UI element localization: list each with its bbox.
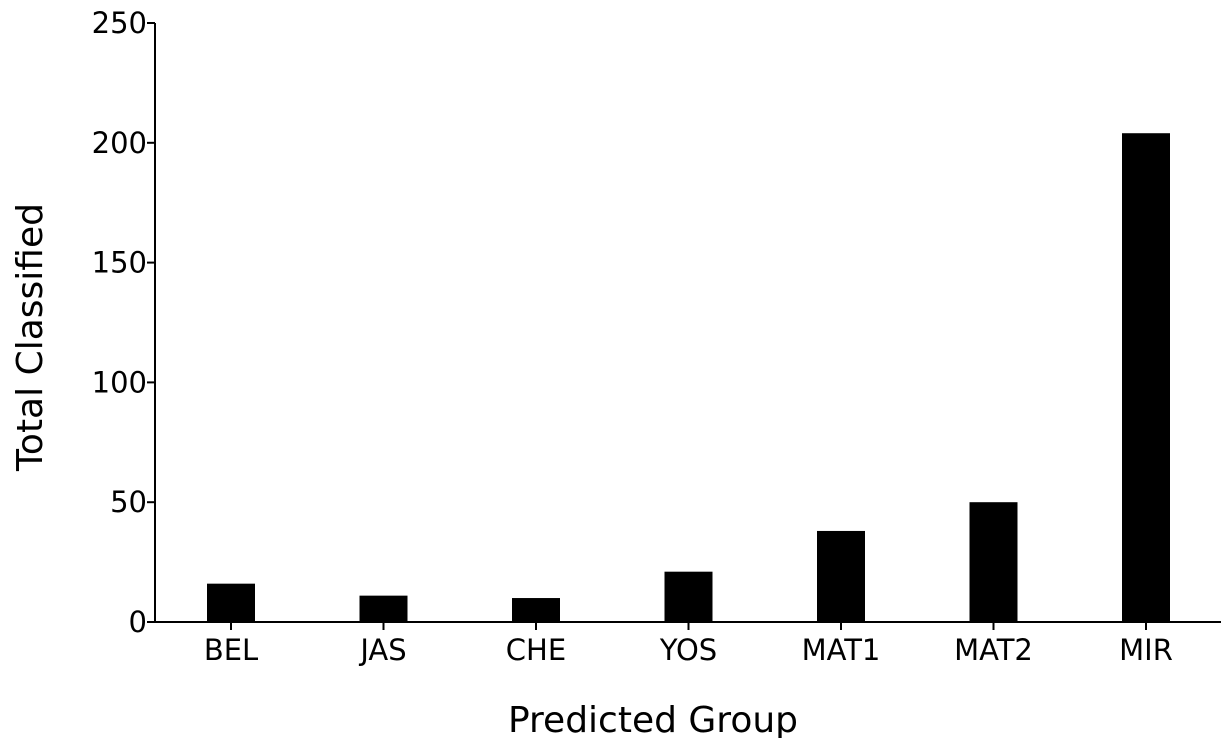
bar-jas	[359, 595, 408, 622]
y-tick-label: 50	[110, 485, 147, 519]
y-axis-ticks: 0 50 100 150 200 250	[92, 6, 155, 639]
y-tick-label: 200	[92, 126, 147, 160]
y-tick-label: 100	[92, 365, 147, 399]
y-tick-label: 250	[92, 6, 147, 40]
bar-bel	[207, 583, 255, 622]
x-tick-label: MAT2	[954, 633, 1033, 667]
x-tick-label: YOS	[659, 633, 717, 667]
x-tick-label: JAS	[358, 633, 406, 667]
y-tick-label: 150	[92, 246, 147, 280]
bars	[207, 133, 1170, 622]
bar-mat2	[969, 502, 1018, 622]
x-tick-label: CHE	[506, 633, 566, 667]
x-tick-label: MIR	[1119, 633, 1173, 667]
bar-mat1	[817, 530, 865, 622]
bar-yos	[664, 571, 713, 622]
x-tick-label: MAT1	[802, 633, 881, 667]
bar-che	[512, 598, 560, 622]
bar-mir	[1122, 133, 1170, 622]
x-axis-ticks: BEL JAS CHE YOS MAT1 MAT2 MIR	[204, 622, 1173, 667]
y-axis-title: Total Classified	[10, 203, 51, 472]
y-tick-label: 0	[129, 605, 147, 639]
x-tick-label: BEL	[204, 633, 258, 667]
x-axis-title: Predicted Group	[508, 700, 798, 738]
